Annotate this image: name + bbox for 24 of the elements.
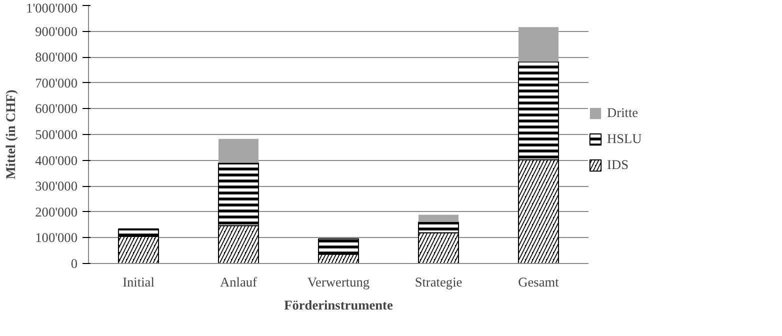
y-tick-label: 300'000: [35, 178, 78, 194]
y-tick-label: 1'000'000: [26, 0, 78, 16]
x-tick-label: Verwertung: [307, 274, 370, 290]
x-tick-label: Gesamt: [518, 274, 560, 290]
x-axis-title: Förderinstrumente: [284, 298, 393, 312]
legend-label: Dritte: [607, 105, 638, 121]
y-tick-label: 500'000: [35, 127, 78, 142]
y-tick-label: 200'000: [35, 204, 78, 220]
y-tick-label: 900'000: [35, 24, 78, 39]
bar: [418, 214, 458, 222]
y-tick-label: 100'000: [35, 230, 78, 246]
legend-label: HSLU: [607, 131, 642, 147]
y-tick-label: 700'000: [35, 75, 78, 90]
x-tick-label: Initial: [122, 274, 155, 290]
x-tick-label: Anlauf: [220, 274, 258, 290]
bar: [518, 27, 558, 62]
y-tick-label: 800'000: [35, 50, 78, 65]
bar: [218, 138, 258, 163]
y-tick-label: 600'000: [35, 101, 78, 116]
y-tick-label: 400'000: [35, 152, 78, 168]
legend-label: IDS: [607, 157, 628, 173]
x-tick-label: Strategie: [414, 274, 462, 290]
y-tick-label: 0: [70, 256, 78, 271]
y-axis-title: Mittel (in CHF): [3, 90, 18, 180]
